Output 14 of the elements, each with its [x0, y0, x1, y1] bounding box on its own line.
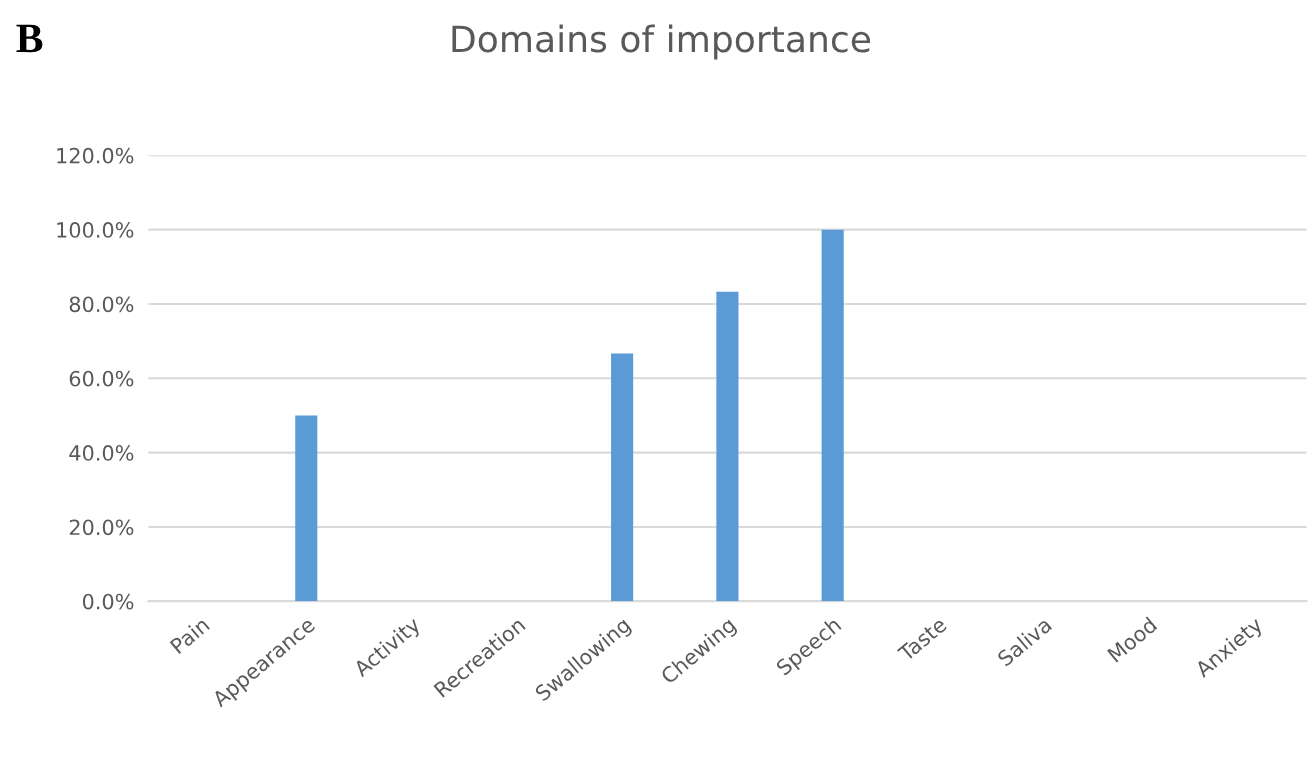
y-tick-label: 40.0% — [69, 445, 134, 461]
y-tick-label: 0.0% — [82, 593, 134, 610]
x-tick-label: Pain — [169, 616, 211, 655]
y-tick-label: 60.0% — [69, 370, 134, 387]
y-tick-label: 80.0% — [69, 296, 134, 313]
y-tick-label: 100.0% — [57, 222, 134, 238]
text: B — [16, 24, 43, 53]
chart-title: Domains of importance — [452, 24, 871, 60]
y-tick-label: 20.0% — [69, 519, 134, 536]
bar — [821, 229, 844, 602]
bar — [716, 291, 739, 602]
bar — [611, 353, 634, 602]
y-tick-label: 120.0% — [57, 147, 134, 164]
bar — [295, 415, 318, 602]
